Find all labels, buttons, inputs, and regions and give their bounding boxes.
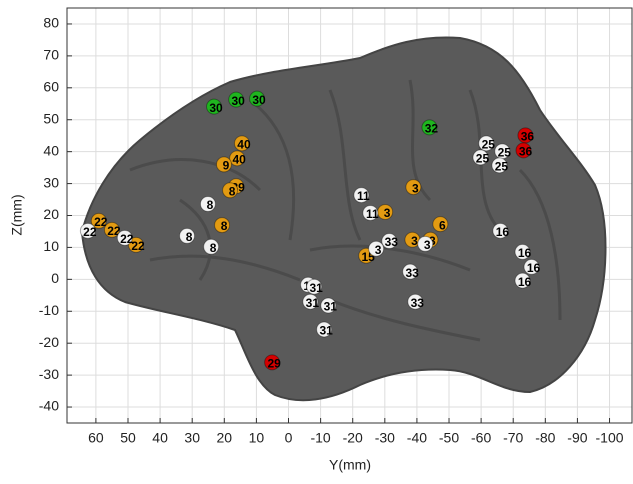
x-tick-label: -60 — [471, 430, 491, 446]
y-tick-label: -40 — [39, 398, 59, 414]
y-tick-label: 0 — [51, 270, 59, 286]
electrode-label: 6 — [439, 218, 446, 232]
x-tick-label: 20 — [217, 430, 233, 446]
electrode-label: 36 — [521, 130, 535, 144]
y-tick-label: 30 — [43, 174, 59, 190]
y-tick-label: -10 — [39, 302, 59, 318]
electrode-label: 40 — [232, 153, 246, 167]
electrode-label: 30 — [231, 94, 245, 108]
electrode-label: 3 — [411, 234, 418, 248]
electrode-label: 11 — [366, 207, 379, 221]
electrode-label: 22 — [120, 232, 134, 246]
electrode-label: 33 — [385, 235, 399, 249]
electrode-label: 31 — [306, 296, 320, 310]
electrode-label: 30 — [252, 93, 266, 107]
electrode-label: 31 — [310, 281, 324, 295]
x-tick-label: -20 — [343, 430, 363, 446]
electrode-label: 16 — [518, 246, 532, 260]
x-tick-label: 40 — [152, 430, 168, 446]
x-tick-label: 30 — [184, 430, 200, 446]
electrode-label: 30 — [209, 101, 223, 115]
y-tick-label: 20 — [43, 206, 59, 222]
electrode-label: 3 — [412, 181, 419, 195]
electrode-label: 8 — [210, 241, 217, 255]
electrode-label: 16 — [527, 261, 541, 275]
x-axis-label: Y(mm) — [329, 457, 371, 473]
electrode-label: 22 — [83, 225, 97, 239]
y-tick-label: 40 — [43, 142, 59, 158]
y-tick-label: 80 — [43, 15, 59, 31]
x-tick-label: -30 — [375, 430, 395, 446]
electrode-label: 29 — [267, 357, 281, 371]
electrode-label: 25 — [476, 152, 490, 166]
electrode-label: 40 — [237, 138, 251, 152]
electrode-label: 8 — [186, 230, 193, 244]
electrode-label: 25 — [482, 138, 496, 152]
y-axis-label: Z(mm) — [9, 194, 25, 235]
electrode-label: 8 — [229, 184, 236, 198]
electrode-label: 36 — [519, 145, 533, 159]
electrode-label: 32 — [425, 122, 439, 136]
x-tick-label: 0 — [285, 430, 293, 446]
electrode-label: 31 — [319, 324, 333, 338]
electrode-label: 3 — [384, 206, 391, 220]
x-tick-label: -80 — [535, 430, 555, 446]
y-tick-label: -20 — [39, 334, 59, 350]
electrode-label: 25 — [495, 160, 509, 174]
x-tick-label: 60 — [88, 430, 104, 446]
x-tick-label: 10 — [249, 430, 265, 446]
electrode-label: 16 — [518, 275, 532, 289]
electrode-label: 33 — [411, 296, 425, 310]
x-tick-label: 50 — [120, 430, 136, 446]
electrode-label: 8 — [207, 198, 214, 212]
electrode-label: 9 — [223, 159, 230, 173]
electrode-label: 3 — [375, 243, 382, 257]
y-tick-label: 50 — [43, 110, 59, 126]
x-tick-label: -10 — [310, 430, 330, 446]
y-tick-label: 60 — [43, 79, 59, 95]
electrode-label: 33 — [405, 266, 419, 280]
y-tick-label: -30 — [39, 366, 59, 382]
x-tick-label: -70 — [503, 430, 523, 446]
electrode-label: 3 — [424, 238, 431, 252]
electrode-label: 8 — [221, 219, 228, 233]
chart: Y(mm) Z(mm) 6050403020100-10-20-30-40-50… — [0, 0, 633, 479]
y-tick-label: 70 — [43, 47, 59, 63]
x-tick-label: -40 — [407, 430, 427, 446]
x-tick-label: -90 — [567, 430, 587, 446]
electrode-label: 11 — [357, 189, 370, 203]
x-tick-label: -100 — [596, 430, 624, 446]
electrode-label: 31 — [324, 300, 338, 314]
y-tick-label: 10 — [43, 238, 59, 254]
x-tick-label: -50 — [439, 430, 459, 446]
electrode-label: 16 — [496, 225, 510, 239]
